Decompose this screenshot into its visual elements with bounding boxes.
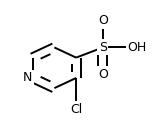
Text: S: S xyxy=(99,41,107,54)
Text: Cl: Cl xyxy=(70,103,82,116)
Text: N: N xyxy=(23,71,33,84)
Text: OH: OH xyxy=(127,41,146,54)
Text: O: O xyxy=(98,68,108,81)
Text: O: O xyxy=(98,14,108,27)
